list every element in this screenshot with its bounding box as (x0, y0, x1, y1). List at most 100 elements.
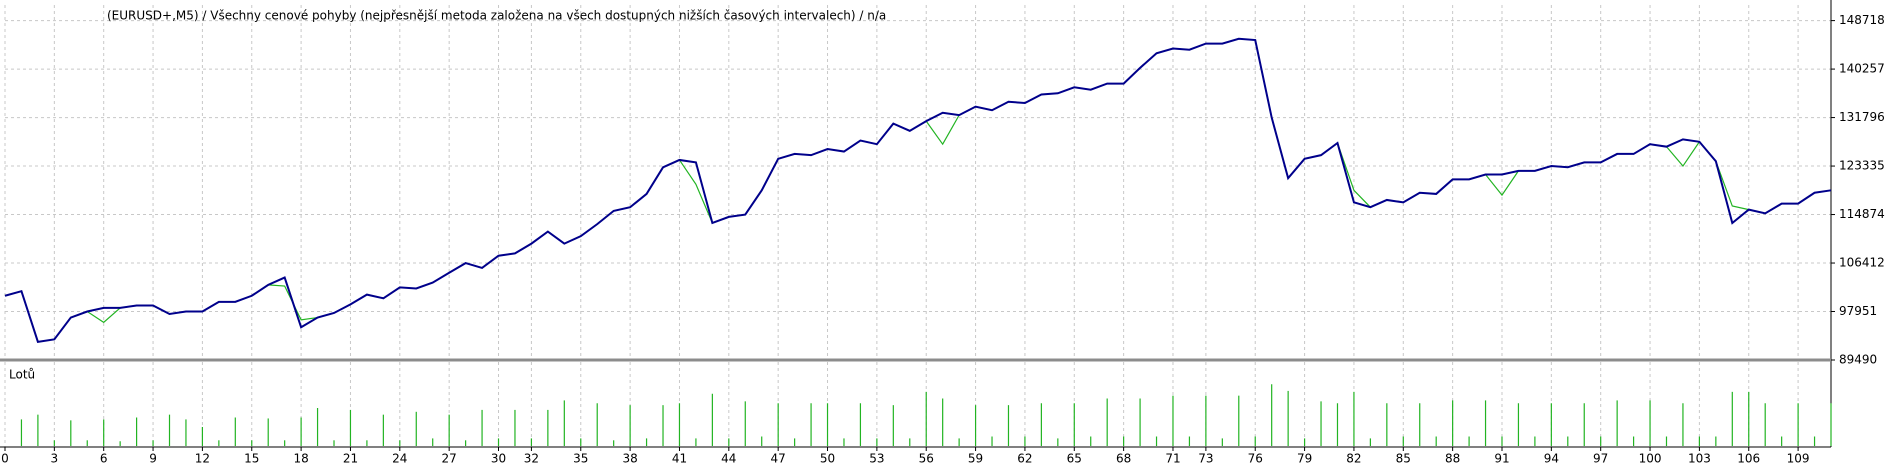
lot-bar (1501, 436, 1503, 446)
lot-bar (1172, 395, 1174, 446)
lot-bar (547, 409, 549, 446)
lot-bar (1550, 403, 1552, 446)
lot-bar (1369, 438, 1371, 446)
lot-bar (333, 440, 335, 446)
lot-bar (1188, 436, 1191, 446)
lot-bar (1583, 403, 1585, 446)
lot-bar (1534, 436, 1536, 446)
lot-bar (1715, 436, 1717, 446)
x-tick-label: 65 (1067, 452, 1082, 466)
lot-bar (711, 393, 713, 446)
lot-bar (695, 438, 697, 446)
lot-bar (399, 440, 401, 446)
x-tick-label: 91 (1494, 452, 1509, 466)
lot-bar (942, 398, 944, 446)
x-tick-label: 44 (721, 452, 736, 466)
lot-bar (119, 441, 121, 446)
x-tick-label: 103 (1688, 452, 1711, 466)
y-tick-label: 106412 (1839, 256, 1885, 270)
lot-bar (1238, 395, 1240, 446)
lot-bar (201, 427, 204, 446)
lot-bar (1271, 384, 1273, 446)
x-tick-label: 18 (293, 452, 308, 466)
y-tick-label: 89490 (1839, 353, 1877, 367)
lot-bar (70, 420, 72, 446)
lot-bar (1303, 438, 1306, 446)
x-tick-label: 3 (51, 452, 59, 466)
lot-bar (1452, 400, 1454, 446)
lot-bar (744, 401, 746, 446)
x-tick-label: 100 (1639, 452, 1662, 466)
lot-bar (810, 403, 812, 446)
x-tick-label: 50 (820, 452, 835, 466)
lot-bar (1764, 403, 1766, 446)
lot-bar (366, 440, 368, 446)
y-tick-label: 148718 (1839, 13, 1885, 27)
y-tick-label: 131796 (1839, 110, 1885, 124)
lot-bar (1830, 403, 1832, 446)
lot-bar (1748, 391, 1750, 446)
lot-bar (514, 409, 516, 446)
x-tick-label: 94 (1544, 452, 1559, 466)
lot-bar (580, 438, 582, 446)
lot-bar (86, 440, 88, 446)
lot-bar (662, 405, 664, 446)
x-tick-label: 12 (195, 452, 210, 466)
lot-bar (974, 405, 977, 446)
lot-bar (958, 438, 960, 446)
lot-bar (37, 414, 39, 446)
lot-bar (777, 403, 779, 446)
lot-bar (596, 403, 598, 446)
lot-bar (728, 438, 730, 446)
lot-bar (1123, 436, 1125, 446)
x-tick-label: 97 (1593, 452, 1608, 466)
lot-bar (103, 419, 105, 446)
lot-bar (909, 438, 911, 446)
lot-bar (1797, 403, 1799, 446)
x-tick-label: 106 (1737, 452, 1760, 466)
x-tick-label: 79 (1297, 452, 1312, 466)
lot-bar (826, 403, 829, 446)
x-tick-label: 59 (968, 452, 983, 466)
lot-bar (991, 436, 993, 446)
y-tick-label: 140257 (1839, 62, 1885, 76)
lot-bar (1353, 391, 1355, 446)
lot-bar (497, 438, 500, 446)
lot-bar (1007, 405, 1010, 446)
lot-bar (1073, 403, 1075, 446)
x-tick-label: 56 (919, 452, 934, 466)
lot-bar (53, 440, 55, 446)
lot-bar (481, 409, 483, 446)
lot-bar (234, 417, 236, 446)
lot-bar (530, 438, 533, 446)
x-tick-label: 76 (1248, 452, 1263, 466)
lot-bar (1057, 438, 1059, 446)
x-tick-label: 41 (672, 452, 687, 466)
lot-bar (613, 440, 615, 446)
x-tick-label: 53 (869, 452, 884, 466)
x-tick-label: 21 (343, 452, 358, 466)
lot-bar (1287, 390, 1289, 446)
lot-bar (1698, 436, 1700, 446)
lot-bar (925, 391, 927, 446)
lot-bar (1024, 436, 1026, 446)
lot-bar (1106, 398, 1108, 446)
x-tick-label: 6 (100, 452, 108, 466)
lot-bar (168, 414, 171, 446)
lot-bar (678, 403, 681, 446)
lot-bar (1221, 438, 1223, 446)
lot-bar (876, 438, 878, 446)
lot-bar (1517, 403, 1520, 446)
lot-bar (843, 438, 845, 446)
lot-bar (1205, 395, 1207, 446)
chart-title: (EURUSD+,M5) / Všechny cenové pohyby (ne… (107, 9, 886, 23)
lot-bar (1649, 400, 1651, 446)
y-tick-label: 97951 (1839, 304, 1877, 318)
x-tick-label: 27 (442, 452, 457, 466)
lot-bar (267, 418, 269, 446)
lot-bar (859, 403, 862, 446)
lot-bar (1155, 436, 1158, 446)
x-tick-label: 88 (1445, 452, 1460, 466)
lot-bar (1386, 403, 1388, 446)
